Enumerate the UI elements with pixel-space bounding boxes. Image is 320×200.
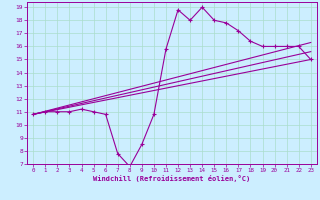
- X-axis label: Windchill (Refroidissement éolien,°C): Windchill (Refroidissement éolien,°C): [93, 175, 251, 182]
